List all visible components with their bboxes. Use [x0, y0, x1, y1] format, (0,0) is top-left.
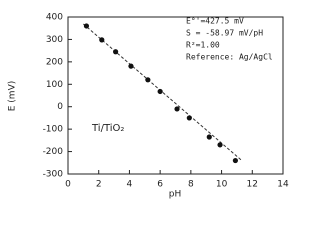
point — [157, 88, 163, 95]
point — [206, 134, 212, 140]
y-tick-label: -200 — [43, 147, 64, 157]
point — [217, 142, 223, 148]
point — [83, 23, 90, 29]
sample-label: Ti/TiO₂ — [91, 123, 124, 134]
x-axis-label: pH — [169, 190, 181, 200]
y-tick-label: 0 — [57, 102, 63, 112]
x-tick-label: 14 — [277, 180, 289, 190]
point — [99, 37, 105, 43]
y-axis-label: E (mV) — [8, 81, 18, 112]
y-tick-label: 100 — [46, 80, 63, 90]
x-tick-label: 8 — [188, 180, 194, 190]
chart: E (mV) pH E°'=427.5 mV S = -58.97 mV/pH … — [8, 13, 289, 200]
point — [113, 49, 119, 55]
y-tick-label: -300 — [43, 170, 64, 180]
x-tick-label: 12 — [247, 180, 258, 190]
annotation: S = -58.97 mV/pH — [186, 29, 263, 38]
y-tick-label: 400 — [46, 13, 63, 23]
x-tick-label: 0 — [65, 180, 71, 190]
annotation: R²=1.00 — [186, 41, 220, 50]
point — [186, 115, 192, 121]
point — [128, 63, 134, 69]
plot-frame — [67, 16, 284, 175]
annotation: Reference: Ag/AgCl — [186, 53, 273, 62]
point — [174, 106, 180, 112]
point — [232, 157, 238, 164]
y-tick-label: 300 — [46, 35, 63, 45]
y-tick-label: -100 — [43, 125, 64, 135]
y-tick-label: 200 — [46, 57, 63, 67]
point — [145, 77, 151, 83]
x-tick-label: 10 — [216, 180, 228, 190]
annotation: E°'=427.5 mV — [186, 17, 244, 26]
page: {"chart_data": {"type": "scatter", "xlab… — [7, 12, 289, 200]
x-tick-label: 6 — [157, 180, 163, 190]
x-tick-label: 2 — [96, 180, 102, 190]
x-tick-label: 4 — [127, 180, 133, 190]
